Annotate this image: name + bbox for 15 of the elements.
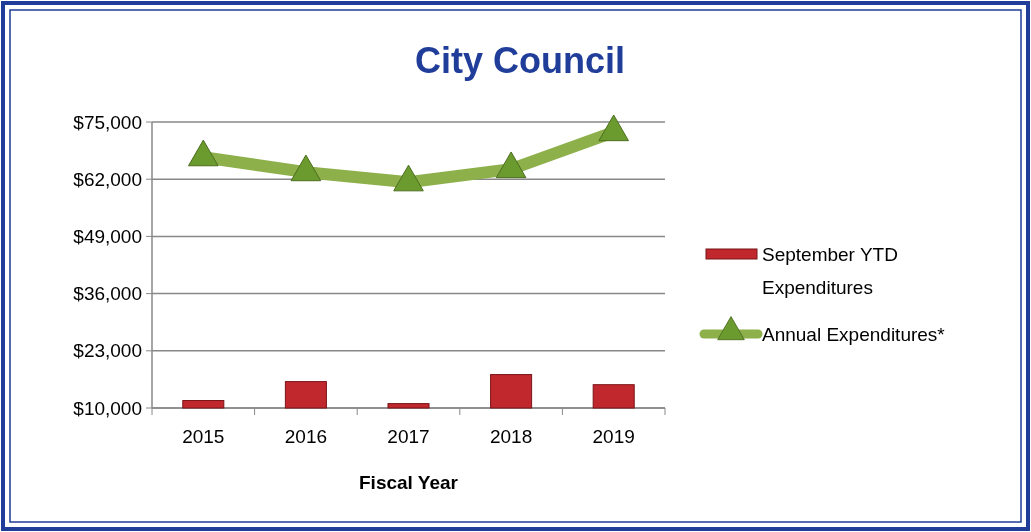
x-tick-label: 2015: [182, 426, 225, 447]
legend-label: September YTD Expenditures: [762, 243, 898, 298]
y-tick-label: $23,000: [73, 340, 142, 362]
x-axis-title: Fiscal Year: [359, 472, 459, 493]
legend-label: Annual Expenditures*: [762, 323, 946, 345]
y-tick-label: $75,000: [73, 111, 142, 133]
x-tick-label: 2018: [489, 426, 533, 447]
y-tick-label: $10,000: [73, 397, 142, 419]
x-tick-label: 2019: [592, 426, 635, 447]
y-tick-label: $49,000: [73, 226, 142, 248]
x-tick-label: 2017: [387, 426, 430, 447]
x-tick-label: 2016: [284, 426, 328, 447]
chart-title: City Council: [414, 40, 626, 81]
y-tick-label: $36,000: [73, 283, 142, 305]
y-tick-label: $62,000: [73, 168, 142, 190]
